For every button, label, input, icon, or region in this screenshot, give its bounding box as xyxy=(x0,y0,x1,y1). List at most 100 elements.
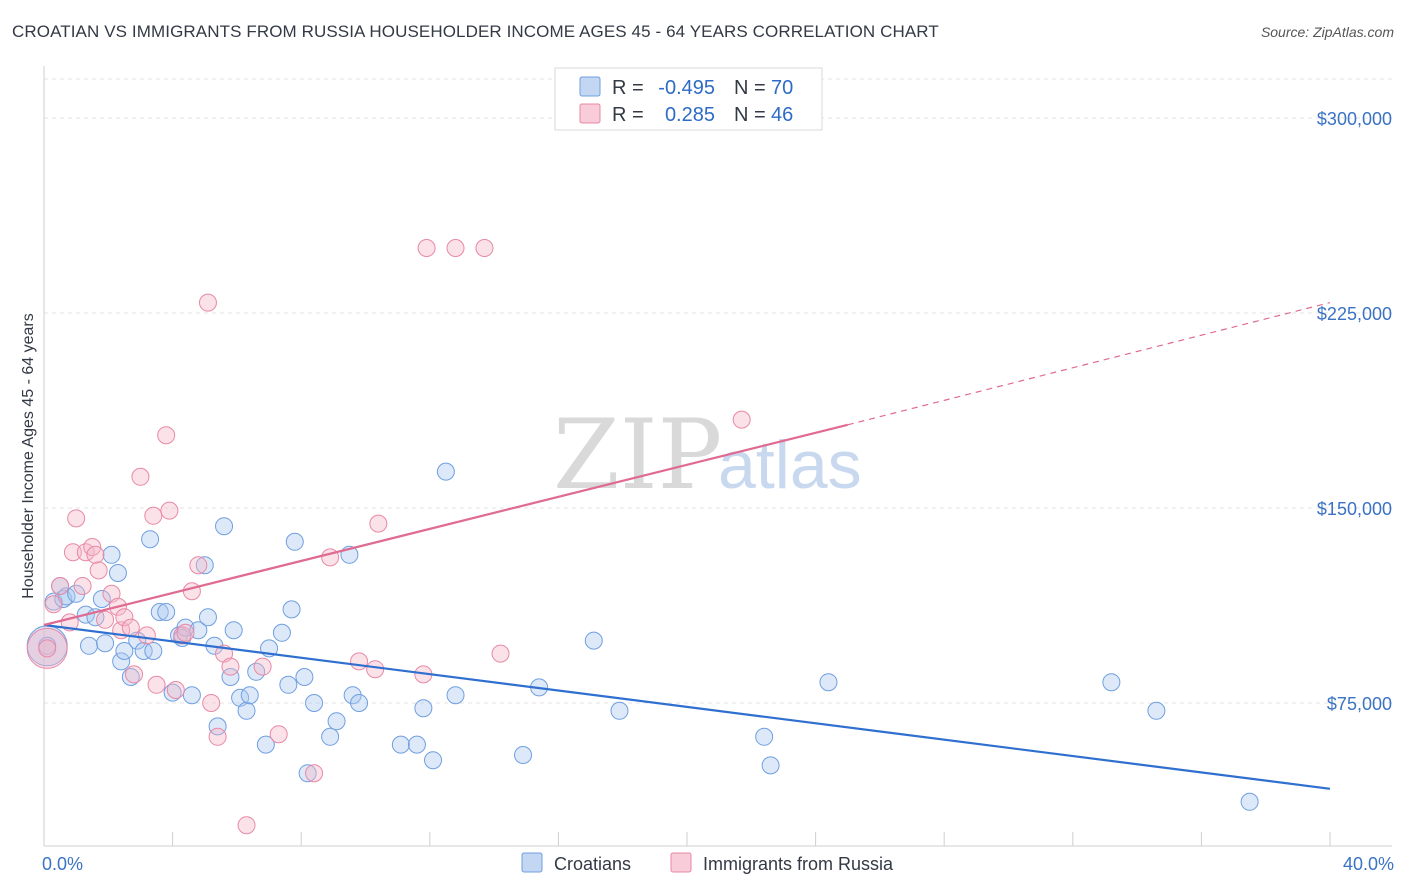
y-tick-label-0: $75,000 xyxy=(1327,694,1392,714)
point-0-9 xyxy=(92,590,111,608)
y-tick-label-2: $225,000 xyxy=(1317,304,1392,324)
point-0-29 xyxy=(198,608,217,627)
point-0-14 xyxy=(115,642,134,660)
point-1-46 xyxy=(491,644,510,663)
legend-r-label-2: R = xyxy=(612,104,644,126)
point-1-47 xyxy=(732,410,751,429)
point-0-56 xyxy=(424,751,443,770)
point-0-67 xyxy=(1147,701,1166,720)
point-0-31 xyxy=(208,717,227,736)
watermark-zip: ZIP xyxy=(553,399,722,511)
point-0-68 xyxy=(1240,792,1259,811)
point-0-55 xyxy=(414,699,433,718)
y-axis-label: Householder Income Ages 45 - 64 years xyxy=(20,313,37,599)
point-0-53 xyxy=(391,735,410,754)
point-0-10 xyxy=(96,634,115,653)
point-0-49 xyxy=(327,712,346,731)
point-0-37 xyxy=(240,686,259,705)
point-0-13 xyxy=(112,652,131,671)
x-tick-label-max: 40.0% xyxy=(1343,854,1394,874)
point-1-40 xyxy=(366,660,385,679)
point-1-10 xyxy=(89,561,108,580)
point-0-32 xyxy=(215,517,234,536)
point-0-57 xyxy=(436,462,455,481)
point-1-41 xyxy=(369,514,388,533)
legend-r-value-1: -0.495 xyxy=(658,77,715,99)
legend-r-value-2: 0.285 xyxy=(665,104,715,126)
bottom-legend-swatch-croatians xyxy=(521,852,543,873)
point-0-36 xyxy=(237,701,256,720)
point-1-43 xyxy=(417,239,436,257)
legend-swatch-russia xyxy=(579,103,601,124)
point-1-26 xyxy=(176,623,195,642)
point-0-12 xyxy=(108,564,127,582)
point-1-19 xyxy=(137,626,156,645)
point-1-36 xyxy=(269,725,288,744)
trend-lines xyxy=(43,302,1331,790)
x-ticks xyxy=(43,832,1331,846)
point-0-43 xyxy=(282,600,301,619)
trend-line-1 xyxy=(43,423,849,627)
point-0-61 xyxy=(584,631,603,650)
point-1-27 xyxy=(182,582,201,601)
point-1-15 xyxy=(115,608,134,627)
point-1-45 xyxy=(475,239,494,257)
point-1-28 xyxy=(189,556,208,575)
point-1-39 xyxy=(350,652,369,671)
point-1-30 xyxy=(202,694,221,712)
point-0-47 xyxy=(305,694,324,712)
point-1-31 xyxy=(208,727,227,746)
legend-n-value-2: 46 xyxy=(771,104,793,126)
point-0-62 xyxy=(610,701,629,720)
point-1-22 xyxy=(157,426,176,445)
legend-r-label-1: R = xyxy=(612,77,644,99)
point-0-7 xyxy=(80,636,99,655)
series-legend: Croatians Immigrants from Russia xyxy=(521,852,894,874)
point-0-15 xyxy=(121,668,140,686)
point-0-19 xyxy=(144,642,163,660)
point-0-11 xyxy=(102,545,121,564)
point-0-46 xyxy=(298,764,317,783)
axes xyxy=(43,66,1392,847)
point-0-65 xyxy=(819,673,838,692)
point-0-66 xyxy=(1102,673,1121,692)
point-1-6 xyxy=(73,577,92,595)
point-0-54 xyxy=(407,735,426,754)
legend-n-value-1: 70 xyxy=(771,77,793,99)
legend-n-label-2: N = xyxy=(734,104,766,126)
point-0-52 xyxy=(350,694,369,712)
point-1-34 xyxy=(237,816,256,835)
point-1-24 xyxy=(166,681,185,699)
x-tick-label-min: 0.0% xyxy=(42,854,83,874)
point-1-21 xyxy=(147,675,166,694)
point-0-20 xyxy=(150,603,169,621)
source-credit: Source: ZipAtlas.com xyxy=(1260,24,1394,40)
point-1-37 xyxy=(305,764,324,783)
legend-swatch-croatians xyxy=(579,76,601,97)
gridlines xyxy=(44,78,1392,704)
point-0-42 xyxy=(279,675,298,694)
data-points xyxy=(26,239,1259,835)
point-1-18 xyxy=(131,467,150,486)
point-1-0 xyxy=(38,639,57,658)
point-0-22 xyxy=(163,683,182,702)
point-0-48 xyxy=(321,727,340,746)
correlation-legend: R = -0.495 N = 70 R = 0.285 N = 46 xyxy=(554,67,823,131)
point-0-45 xyxy=(295,668,314,686)
point-1-4 xyxy=(63,543,82,562)
bottom-legend-label-russia: Immigrants from Russia xyxy=(703,854,894,874)
point-1-2 xyxy=(51,577,70,595)
point-0-39 xyxy=(256,735,275,754)
point-1-16 xyxy=(121,618,140,637)
y-tick-labels: $75,000 $150,000 $225,000 $300,000 xyxy=(1317,109,1392,714)
bottom-legend-swatch-russia xyxy=(670,852,692,873)
point-1-1 xyxy=(44,595,63,614)
legend-n-label-1: N = xyxy=(734,77,766,99)
point-0-44 xyxy=(285,532,304,551)
point-0-18 xyxy=(141,530,160,549)
point-1-29 xyxy=(198,293,217,312)
point-0-59 xyxy=(514,746,533,764)
point-large-1-0 xyxy=(26,627,68,669)
point-0-26 xyxy=(182,686,201,705)
